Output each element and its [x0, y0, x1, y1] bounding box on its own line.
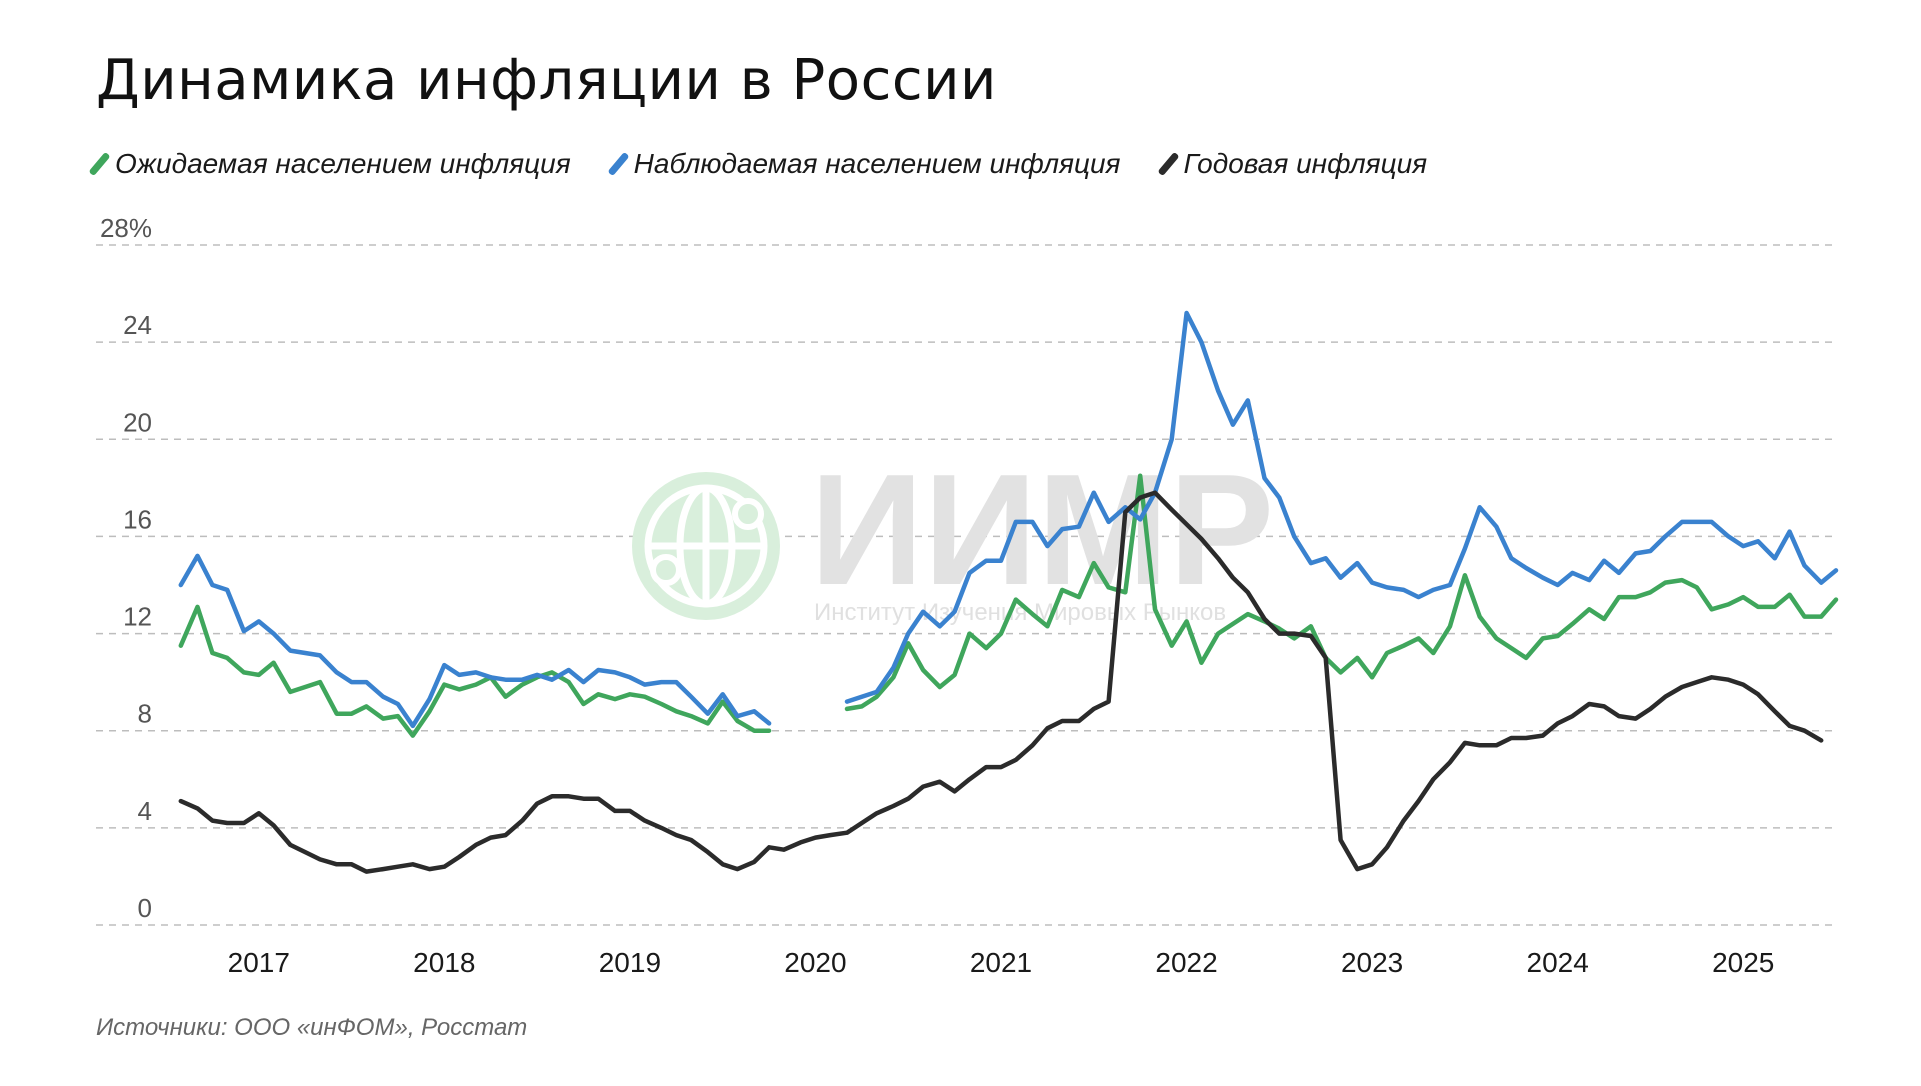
- series-line-observed: [844, 310, 1839, 704]
- legend-label-observed: Наблюдаемая населением инфляция: [633, 148, 1121, 179]
- legend-item-observed: Наблюдаемая населением инфляция: [607, 148, 1121, 180]
- x-tick-label: 2019: [599, 947, 661, 978]
- chart-title: Динамика инфляции в России: [96, 48, 997, 113]
- x-axis-ticks: 2017 2018 2019 2020 2021 2022 2023 2024 2025: [228, 947, 1775, 978]
- y-axis-ticks: 0 4 8 12 16 20 24 28%: [100, 213, 152, 923]
- series-line-observed: [178, 553, 772, 729]
- y-tick-label: 28%: [100, 213, 152, 243]
- y-tick-label: 12: [123, 602, 152, 632]
- watermark-name: ИИМР: [810, 442, 1274, 618]
- x-tick-label: 2024: [1527, 947, 1589, 978]
- legend-label-expected: Ожидаемая населением инфляция: [115, 148, 571, 179]
- x-tick-label: 2018: [413, 947, 475, 978]
- series-line-expected: [178, 604, 772, 738]
- y-tick-label: 0: [138, 893, 152, 923]
- y-tick-label: 24: [123, 310, 152, 340]
- x-tick-label: 2017: [228, 947, 290, 978]
- x-tick-label: 2025: [1712, 947, 1774, 978]
- legend-item-expected: Ожидаемая населением инфляция: [88, 148, 571, 180]
- globe-icon: [632, 472, 780, 620]
- y-tick-label: 20: [123, 407, 152, 437]
- legend-item-annual: Годовая инфляция: [1156, 148, 1428, 180]
- watermark: ИИМР Институт Изучения Мировых Рынков: [632, 442, 1274, 626]
- source-note: Источники: ООО «инФОМ», Росстат: [96, 1014, 528, 1041]
- x-tick-label: 2022: [1155, 947, 1217, 978]
- y-tick-label: 4: [138, 796, 152, 826]
- series-line-expected: [844, 473, 1839, 712]
- y-tick-label: 16: [123, 504, 152, 534]
- legend-label-annual: Годовая инфляция: [1183, 148, 1428, 179]
- series-lines: [178, 310, 1839, 874]
- series-line-annual: [178, 490, 1824, 874]
- x-tick-label: 2021: [970, 947, 1032, 978]
- y-tick-label: 8: [138, 699, 152, 729]
- x-tick-label: 2020: [784, 947, 846, 978]
- x-tick-label: 2023: [1341, 947, 1403, 978]
- chart-legend: Ожидаемая населением инфляция Наблюдаема…: [88, 148, 1428, 180]
